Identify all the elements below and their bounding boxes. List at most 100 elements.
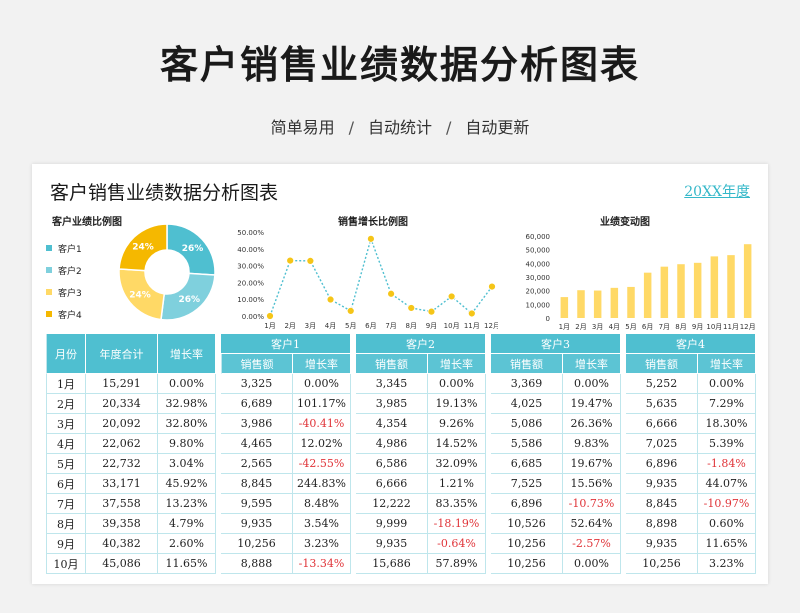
growth-cell[interactable]: 19.47% xyxy=(563,394,621,414)
growth-cell[interactable]: 11.65% xyxy=(698,534,756,554)
growth-cell[interactable]: 0.00% xyxy=(563,374,621,394)
growth-cell[interactable]: 12.02% xyxy=(293,434,351,454)
sales-cell[interactable]: 6,896 xyxy=(491,494,563,514)
growth-cell[interactable]: 0.00% xyxy=(563,554,621,574)
sales-cell[interactable]: 12,222 xyxy=(356,494,428,514)
month-cell[interactable]: 4月 xyxy=(46,434,86,454)
growth-cell[interactable]: 3.23% xyxy=(698,554,756,574)
sales-cell[interactable]: 9,935 xyxy=(626,534,698,554)
sales-cell[interactable]: 4,025 xyxy=(491,394,563,414)
sales-cell[interactable]: 10,256 xyxy=(221,534,293,554)
sales-cell[interactable]: 3,369 xyxy=(491,374,563,394)
growth-cell[interactable]: 8.48% xyxy=(293,494,351,514)
growth-cell[interactable]: 9.26% xyxy=(428,414,486,434)
growth-cell[interactable]: 15.56% xyxy=(563,474,621,494)
growth-cell[interactable]: 5.39% xyxy=(698,434,756,454)
growth-cell[interactable]: 26.36% xyxy=(563,414,621,434)
sales-cell[interactable]: 5,086 xyxy=(491,414,563,434)
sales-cell[interactable]: 15,686 xyxy=(356,554,428,574)
sales-cell[interactable]: 5,635 xyxy=(626,394,698,414)
growth-cell[interactable]: 3.54% xyxy=(293,514,351,534)
growth-cell[interactable]: 101.17% xyxy=(293,394,351,414)
total-cell[interactable]: 22,732 xyxy=(86,454,158,474)
growth-cell[interactable]: 52.64% xyxy=(563,514,621,534)
total-cell[interactable]: 15,291 xyxy=(86,374,158,394)
growth-cell[interactable]: 2.60% xyxy=(158,534,216,554)
growth-cell[interactable]: -10.73% xyxy=(563,494,621,514)
growth-cell[interactable]: -42.55% xyxy=(293,454,351,474)
growth-cell[interactable]: 11.65% xyxy=(158,554,216,574)
growth-cell[interactable]: 9.80% xyxy=(158,434,216,454)
growth-cell[interactable]: 0.00% xyxy=(158,374,216,394)
sales-cell[interactable]: 10,256 xyxy=(626,554,698,574)
sales-cell[interactable]: 7,525 xyxy=(491,474,563,494)
growth-cell[interactable]: 19.67% xyxy=(563,454,621,474)
month-cell[interactable]: 10月 xyxy=(46,554,86,574)
month-cell[interactable]: 1月 xyxy=(46,374,86,394)
growth-cell[interactable]: -0.64% xyxy=(428,534,486,554)
sales-cell[interactable]: 5,586 xyxy=(491,434,563,454)
sales-cell[interactable]: 2,565 xyxy=(221,454,293,474)
total-cell[interactable]: 39,358 xyxy=(86,514,158,534)
sales-cell[interactable]: 6,685 xyxy=(491,454,563,474)
month-cell[interactable]: 7月 xyxy=(46,494,86,514)
sales-cell[interactable]: 9,595 xyxy=(221,494,293,514)
sales-cell[interactable]: 10,526 xyxy=(491,514,563,534)
sales-cell[interactable]: 9,935 xyxy=(356,534,428,554)
growth-cell[interactable]: 13.23% xyxy=(158,494,216,514)
sales-cell[interactable]: 3,985 xyxy=(356,394,428,414)
growth-cell[interactable]: 0.00% xyxy=(698,374,756,394)
total-cell[interactable]: 22,062 xyxy=(86,434,158,454)
month-cell[interactable]: 9月 xyxy=(46,534,86,554)
growth-cell[interactable]: 57.89% xyxy=(428,554,486,574)
growth-cell[interactable]: 18.30% xyxy=(698,414,756,434)
sales-cell[interactable]: 3,345 xyxy=(356,374,428,394)
sales-cell[interactable]: 8,888 xyxy=(221,554,293,574)
month-cell[interactable]: 6月 xyxy=(46,474,86,494)
sales-cell[interactable]: 4,465 xyxy=(221,434,293,454)
growth-cell[interactable]: 4.79% xyxy=(158,514,216,534)
sales-cell[interactable]: 4,986 xyxy=(356,434,428,454)
growth-cell[interactable]: 32.80% xyxy=(158,414,216,434)
month-cell[interactable]: 3月 xyxy=(46,414,86,434)
sales-cell[interactable]: 6,896 xyxy=(626,454,698,474)
growth-cell[interactable]: 3.23% xyxy=(293,534,351,554)
growth-cell[interactable]: 32.98% xyxy=(158,394,216,414)
sales-cell[interactable]: 7,025 xyxy=(626,434,698,454)
month-cell[interactable]: 5月 xyxy=(46,454,86,474)
growth-cell[interactable]: 7.29% xyxy=(698,394,756,414)
sales-cell[interactable]: 9,999 xyxy=(356,514,428,534)
month-cell[interactable]: 8月 xyxy=(46,514,86,534)
sales-cell[interactable]: 8,845 xyxy=(626,494,698,514)
growth-cell[interactable]: 44.07% xyxy=(698,474,756,494)
sales-cell[interactable]: 9,935 xyxy=(221,514,293,534)
sales-cell[interactable]: 9,935 xyxy=(626,474,698,494)
total-cell[interactable]: 45,086 xyxy=(86,554,158,574)
growth-cell[interactable]: -1.84% xyxy=(698,454,756,474)
growth-cell[interactable]: 14.52% xyxy=(428,434,486,454)
growth-cell[interactable]: 19.13% xyxy=(428,394,486,414)
growth-cell[interactable]: -13.34% xyxy=(293,554,351,574)
sales-cell[interactable]: 3,986 xyxy=(221,414,293,434)
sales-cell[interactable]: 6,689 xyxy=(221,394,293,414)
total-cell[interactable]: 33,171 xyxy=(86,474,158,494)
sales-cell[interactable]: 8,898 xyxy=(626,514,698,534)
sales-cell[interactable]: 3,325 xyxy=(221,374,293,394)
growth-cell[interactable]: -2.57% xyxy=(563,534,621,554)
sales-cell[interactable]: 10,256 xyxy=(491,554,563,574)
growth-cell[interactable]: 9.83% xyxy=(563,434,621,454)
growth-cell[interactable]: 0.00% xyxy=(293,374,351,394)
sales-cell[interactable]: 6,666 xyxy=(356,474,428,494)
growth-cell[interactable]: 244.83% xyxy=(293,474,351,494)
growth-cell[interactable]: 0.00% xyxy=(428,374,486,394)
growth-cell[interactable]: 83.35% xyxy=(428,494,486,514)
growth-cell[interactable]: 1.21% xyxy=(428,474,486,494)
total-cell[interactable]: 40,382 xyxy=(86,534,158,554)
growth-cell[interactable]: -40.41% xyxy=(293,414,351,434)
growth-cell[interactable]: -18.19% xyxy=(428,514,486,534)
total-cell[interactable]: 37,558 xyxy=(86,494,158,514)
month-cell[interactable]: 2月 xyxy=(46,394,86,414)
growth-cell[interactable]: 32.09% xyxy=(428,454,486,474)
growth-cell[interactable]: 3.04% xyxy=(158,454,216,474)
sales-cell[interactable]: 6,586 xyxy=(356,454,428,474)
